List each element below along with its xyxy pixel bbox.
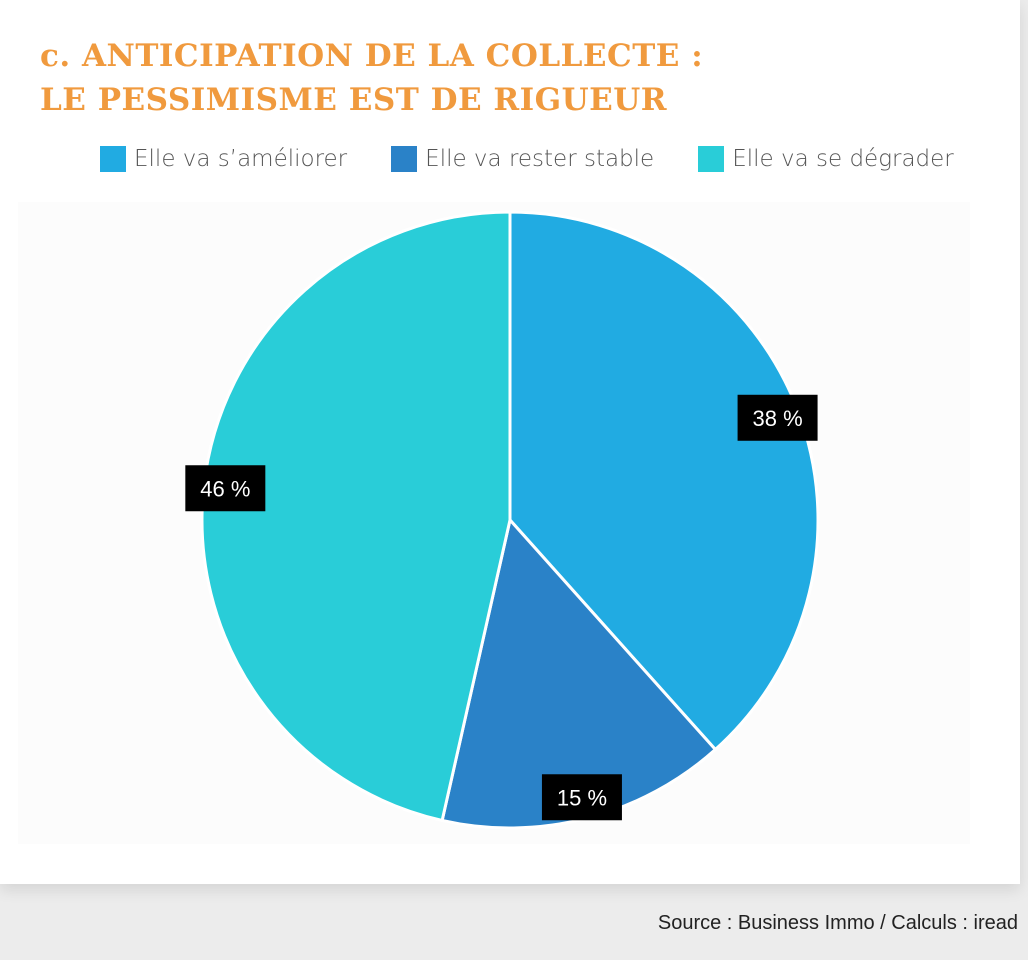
- slice-label-text: 15 %: [557, 785, 607, 810]
- plot-area: 38 % 15 % 46 %: [18, 202, 970, 844]
- slice-label-box: [185, 465, 266, 512]
- chart-title: c. ANTICIPATION DE LA COLLECTE : LE PESS…: [40, 34, 703, 122]
- pie-slice-degrader: [200, 210, 512, 823]
- legend-label-stable: Elle va rester stable: [425, 146, 655, 172]
- legend-label-ameliorer: Elle va s’améliorer: [134, 146, 348, 172]
- chart-title-line-1: c. ANTICIPATION DE LA COLLECTE :: [40, 38, 704, 74]
- legend-swatch-stable: [391, 146, 418, 172]
- chart-title-line-2: LE PESSIMISME EST DE RIGUEUR: [40, 82, 668, 118]
- legend-item-stable: Elle va rester stable: [391, 146, 654, 172]
- pie-chart: 38 % 15 % 46 %: [185, 210, 820, 830]
- source-note: Source : Business Immo / Calculs : iread: [657, 912, 1018, 934]
- chart-legend: Elle va s’améliorer Elle va rester stabl…: [100, 146, 998, 172]
- slice-label-stable: 15 %: [541, 774, 622, 821]
- slice-label-text: 46 %: [200, 476, 250, 501]
- slice-label-ameliorer: 38 %: [737, 394, 818, 441]
- legend-swatch-degrader: [698, 146, 725, 172]
- legend-item-ameliorer: Elle va s’améliorer: [100, 146, 347, 172]
- legend-label-degrader: Elle va se dégrader: [732, 146, 954, 172]
- slice-label-text: 38 %: [752, 406, 802, 431]
- legend-item-degrader: Elle va se dégrader: [698, 146, 954, 172]
- slice-label-box: [737, 394, 818, 441]
- slice-label-box: [541, 774, 622, 821]
- chart-card: c. ANTICIPATION DE LA COLLECTE : LE PESS…: [0, 0, 1020, 884]
- slice-label-degrader: 46 %: [185, 465, 266, 512]
- legend-swatch-ameliorer: [100, 146, 126, 172]
